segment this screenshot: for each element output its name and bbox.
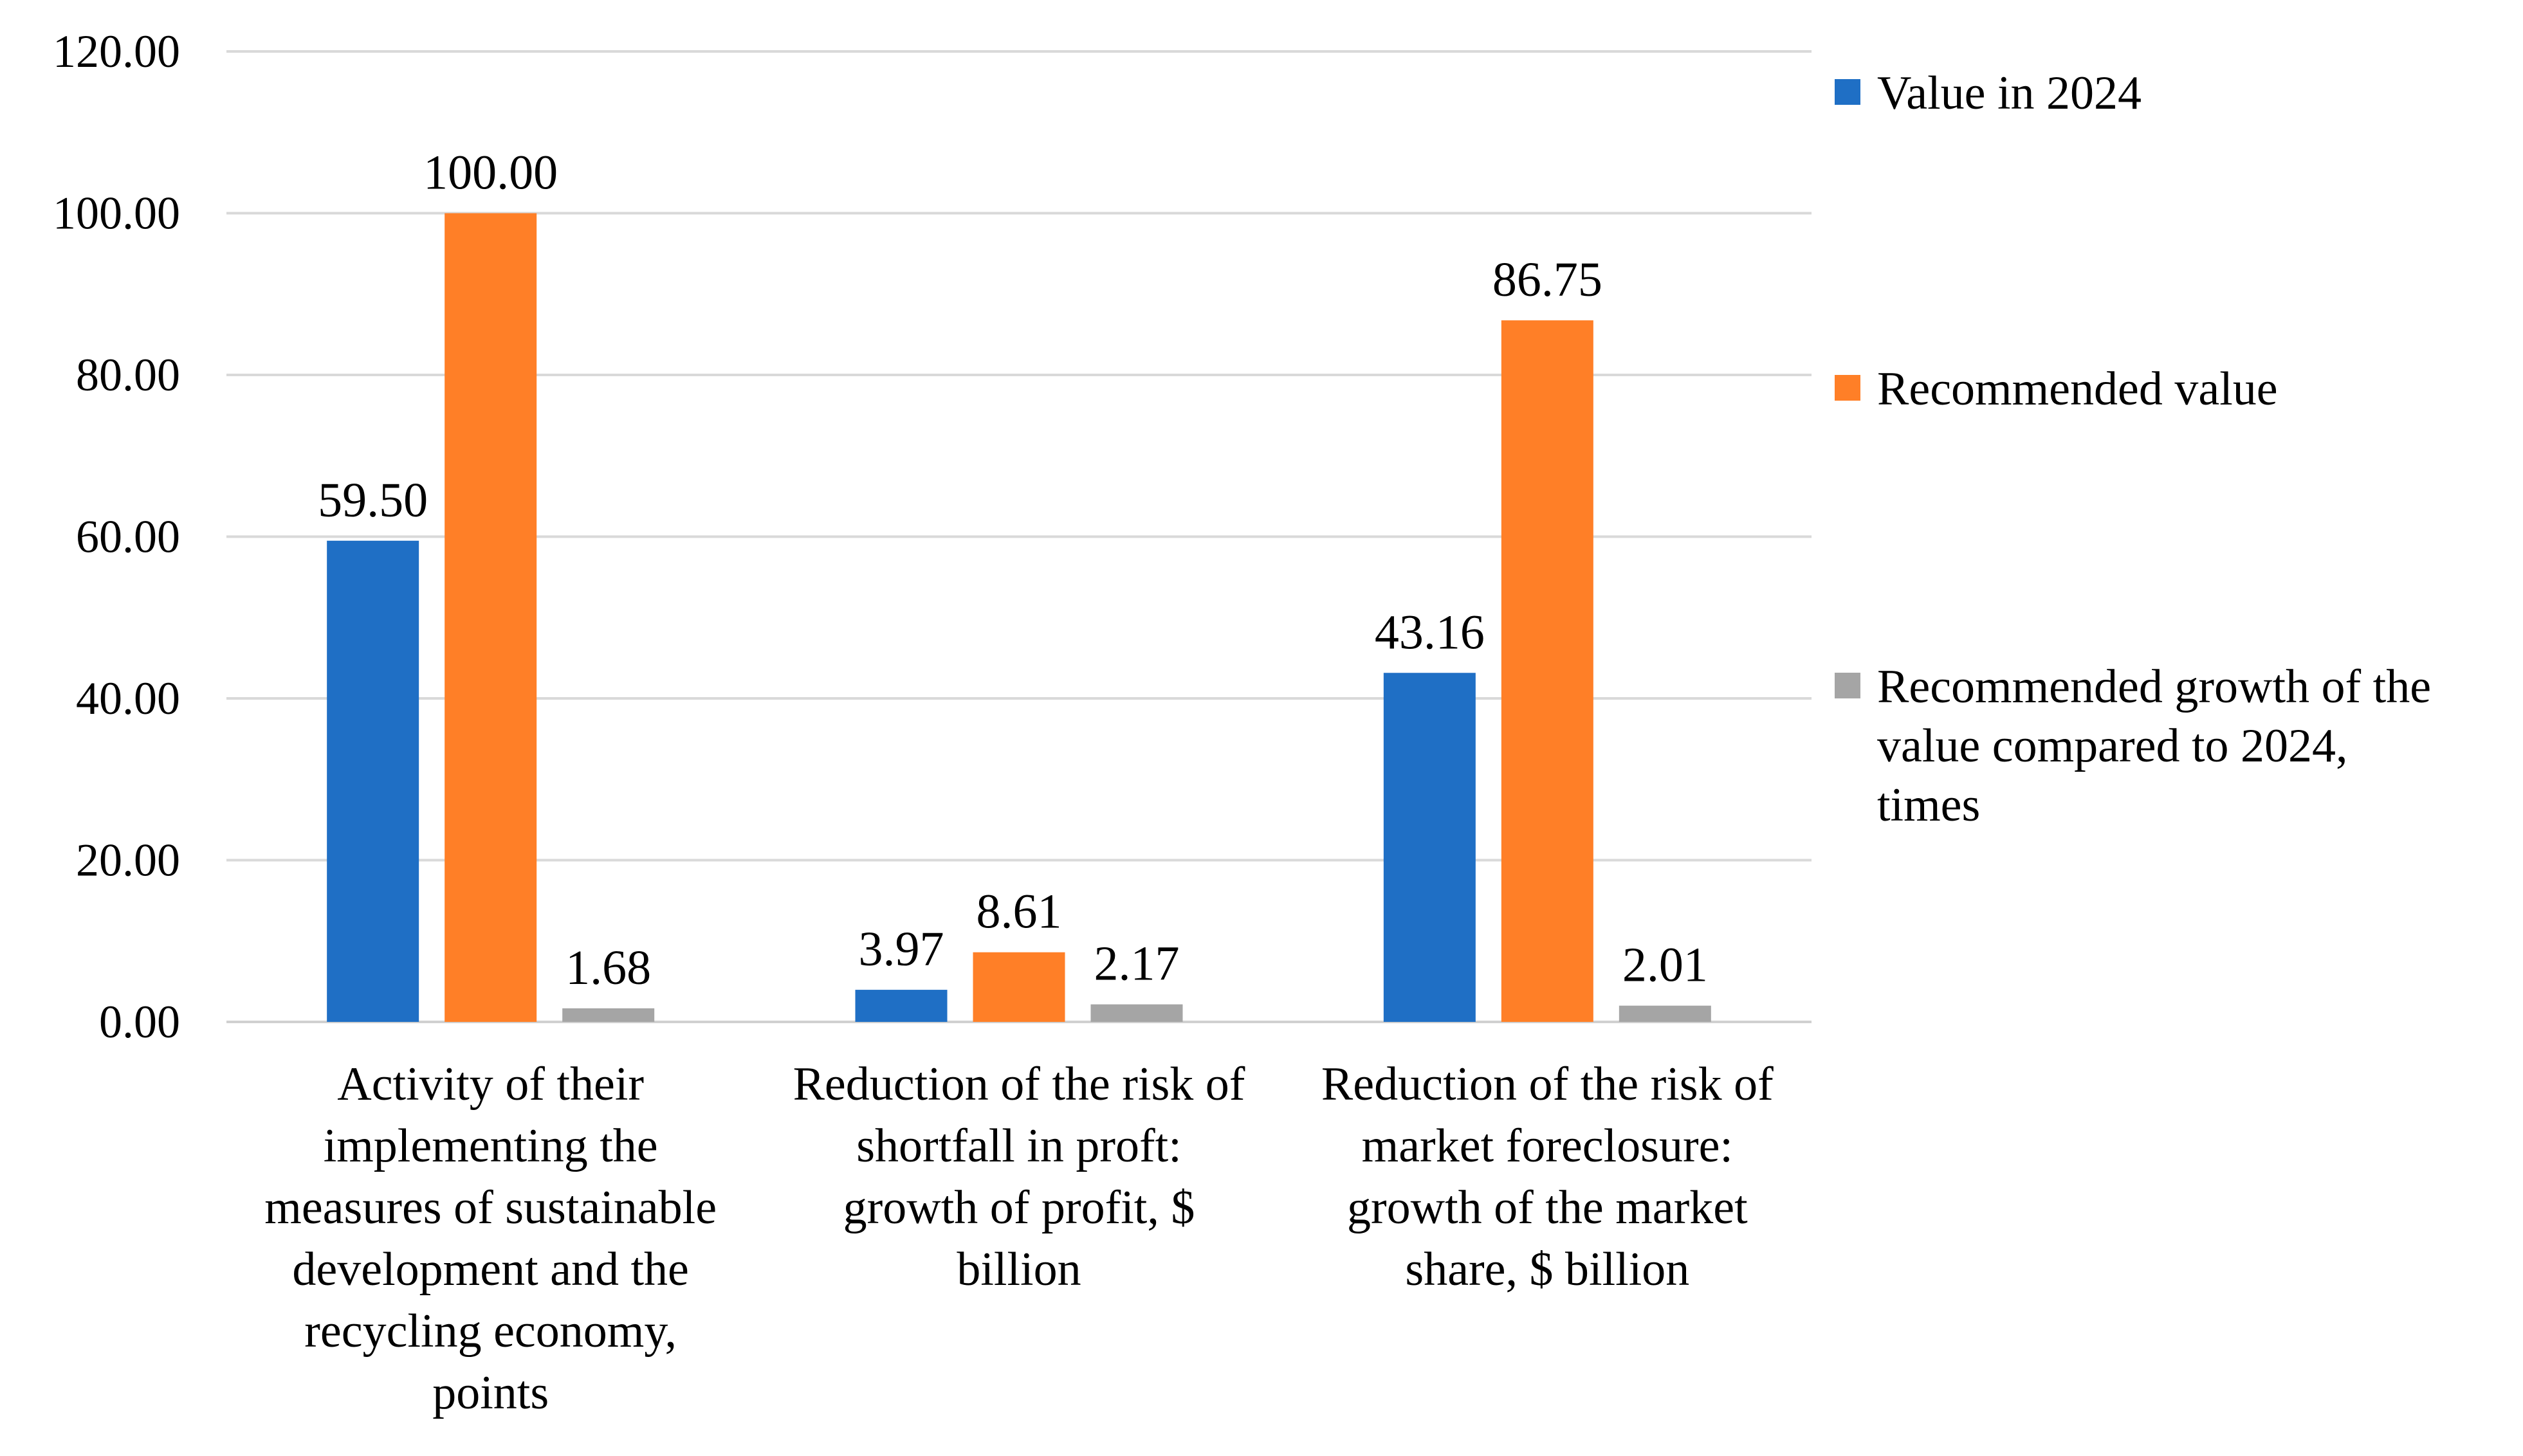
category-label: growth of the market <box>1347 1181 1748 1234</box>
legend-label: times <box>1877 779 1980 832</box>
category-label: development and the <box>292 1243 688 1296</box>
legend-label: Value in 2024 <box>1877 67 2142 120</box>
category-label: measures of sustainable <box>264 1181 717 1234</box>
bar <box>327 540 419 1022</box>
legend-label: value compared to 2024, <box>1877 720 2348 772</box>
legend: Value in 2024 Recommended value Recommende… <box>1835 67 2431 832</box>
category-label: points <box>432 1367 549 1419</box>
bar <box>445 213 537 1022</box>
category-label: growth of profit, $ <box>843 1181 1195 1234</box>
y-tick-label: 0.00 <box>99 996 180 1048</box>
y-tick-label: 20.00 <box>76 835 180 886</box>
category-labels: Activity of their implementing the measure… <box>264 1058 1774 1419</box>
bar <box>1090 1004 1183 1022</box>
y-tick-label: 60.00 <box>76 511 180 563</box>
category-label: implementing the <box>324 1120 658 1172</box>
legend-swatch <box>1835 375 1860 401</box>
bars <box>327 213 1711 1022</box>
y-tick-label: 120.00 <box>53 26 180 77</box>
category-label: market foreclosure: <box>1362 1120 1733 1172</box>
data-label: 3.97 <box>859 922 944 976</box>
data-label: 43.16 <box>1375 605 1485 659</box>
bar <box>855 990 948 1022</box>
bar <box>973 952 1065 1022</box>
legend-label: Recommended value <box>1877 363 2278 415</box>
legend-label: Recommended growth of the <box>1877 660 2431 713</box>
category-label: share, $ billion <box>1405 1243 1689 1296</box>
y-tick-label: 80.00 <box>76 349 180 401</box>
bar <box>1383 673 1476 1022</box>
y-axis-ticks: 0.00 20.00 40.00 60.00 80.00 100.00 120.00 <box>53 26 180 1048</box>
category-label: billion <box>957 1243 1081 1296</box>
data-labels: 59.50 100.00 1.68 3.97 8.61 2.17 43.16 86.75 2.0… <box>318 146 1708 995</box>
legend-swatch <box>1835 673 1860 698</box>
data-label: 8.61 <box>977 885 1062 939</box>
y-tick-label: 100.00 <box>53 188 180 239</box>
y-tick-label: 40.00 <box>76 673 180 724</box>
bar <box>1619 1005 1711 1022</box>
category-label: Activity of their <box>337 1058 644 1111</box>
data-label: 2.01 <box>1622 938 1708 992</box>
bar <box>562 1008 655 1022</box>
data-label: 1.68 <box>565 941 651 995</box>
bar <box>1501 320 1593 1022</box>
category-label: Reduction of the risk of <box>1321 1058 1774 1111</box>
category-label: shortfall in proft: <box>856 1120 1182 1172</box>
legend-swatch <box>1835 79 1860 105</box>
category-label: recycling economy, <box>304 1305 677 1358</box>
data-label: 100.00 <box>423 146 558 200</box>
data-label: 59.50 <box>318 473 428 527</box>
category-label: Reduction of the risk of <box>793 1058 1245 1111</box>
data-label: 86.75 <box>1492 253 1602 307</box>
data-label: 2.17 <box>1094 937 1180 991</box>
